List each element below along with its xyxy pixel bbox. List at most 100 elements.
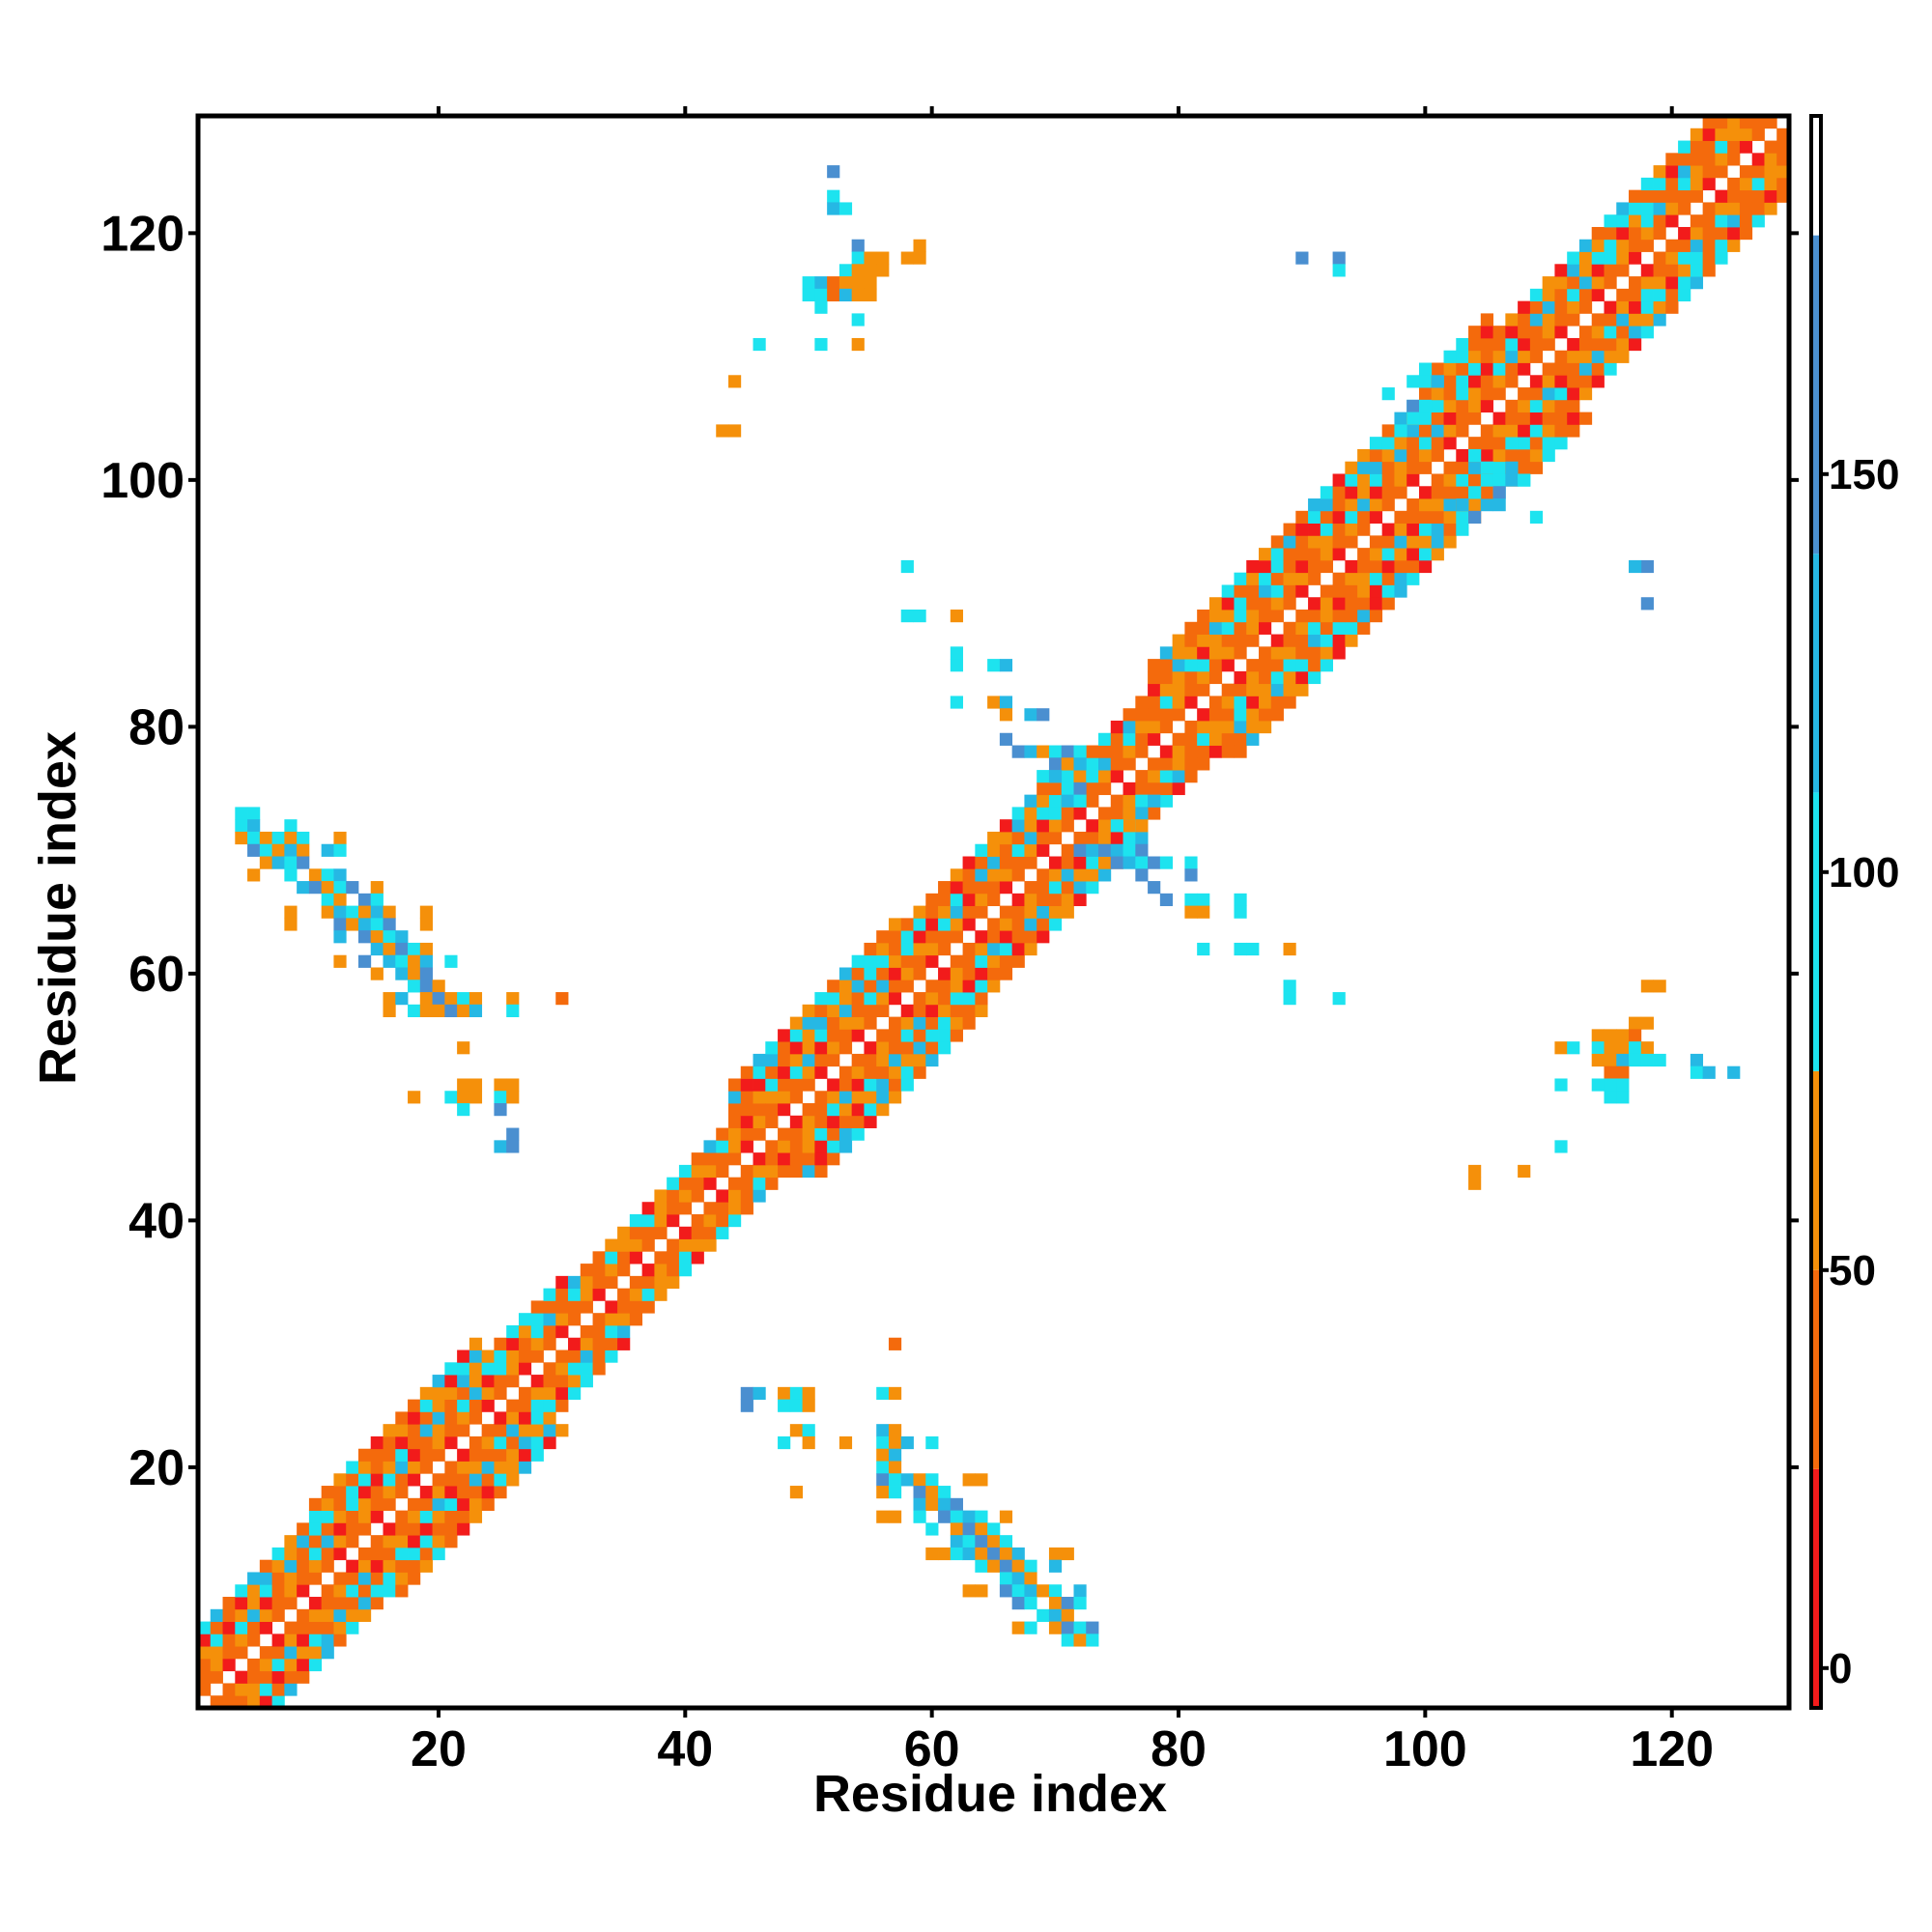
heatmap-cell <box>370 881 384 895</box>
heatmap-cell <box>1283 696 1296 709</box>
heatmap-cell <box>925 1547 939 1561</box>
heatmap-cell <box>1308 572 1321 585</box>
heatmap-cell <box>506 992 520 1006</box>
heatmap-cell <box>1468 473 1482 487</box>
heatmap-cell <box>444 1461 458 1474</box>
heatmap-cell <box>222 1658 236 1672</box>
heatmap-cell <box>987 659 1001 672</box>
heatmap-cell <box>617 1264 631 1277</box>
heatmap-cell <box>1073 881 1087 895</box>
heatmap-cell <box>1024 881 1037 895</box>
heatmap-cell <box>1702 202 1716 215</box>
heatmap-cell <box>321 1510 334 1523</box>
heatmap-cell <box>827 1078 840 1092</box>
heatmap-cell <box>235 1621 248 1634</box>
heatmap-cell <box>259 1608 273 1622</box>
heatmap-cell <box>247 1695 261 1709</box>
heatmap-cell <box>1295 610 1309 623</box>
heatmap-cell <box>864 1041 877 1055</box>
heatmap-cell <box>1640 226 1654 241</box>
heatmap-cell <box>346 905 359 919</box>
heatmap-cell <box>1159 770 1174 783</box>
heatmap-cell <box>432 1399 445 1412</box>
heatmap-cell <box>1492 375 1506 388</box>
heatmap-cell <box>691 1152 704 1166</box>
heatmap-cell <box>1468 350 1482 363</box>
heatmap-cell <box>333 893 347 907</box>
heatmap-cell <box>1554 276 1568 290</box>
heatmap-cell <box>1529 387 1544 401</box>
heatmap-cell <box>1431 523 1444 536</box>
heatmap-cell <box>1604 326 1617 339</box>
heatmap-cell <box>297 856 310 869</box>
heatmap-cell <box>1110 819 1123 833</box>
heatmap-cell <box>728 1115 742 1128</box>
heatmap-cell <box>851 1065 865 1079</box>
heatmap-cell <box>419 1435 433 1450</box>
heatmap-cell <box>716 1140 729 1153</box>
heatmap-cell <box>641 1275 655 1290</box>
heatmap-cell <box>383 1559 396 1573</box>
heatmap-cell <box>1308 597 1321 611</box>
heatmap-cell <box>210 1646 223 1660</box>
heatmap-cell <box>913 239 926 252</box>
colorbar-frame <box>1809 114 1823 1710</box>
heatmap-cell <box>1086 856 1099 869</box>
heatmap-cell <box>864 1065 877 1079</box>
heatmap-cell <box>1061 856 1074 869</box>
heatmap-cell <box>605 1350 618 1363</box>
heatmap-cell <box>987 868 1001 882</box>
heatmap-cell <box>469 1510 483 1523</box>
heatmap-cell <box>876 980 890 993</box>
heatmap-cell <box>1381 559 1395 574</box>
heatmap-cell <box>888 1386 902 1401</box>
heatmap-cell <box>1086 843 1099 857</box>
heatmap-cell <box>1024 905 1037 919</box>
heatmap-cell <box>419 1399 433 1412</box>
heatmap-cell <box>1208 732 1223 746</box>
heatmap-cell <box>716 1202 729 1215</box>
heatmap-cell <box>913 1029 926 1042</box>
heatmap-cell <box>1048 856 1063 869</box>
heatmap-cell <box>1073 856 1087 869</box>
heatmap-cell <box>1270 670 1284 685</box>
heatmap-cell <box>592 1362 606 1376</box>
heatmap-cell <box>1727 1065 1741 1079</box>
heatmap-cell <box>481 1461 495 1474</box>
heatmap-cell <box>419 1522 433 1536</box>
heatmap-cell <box>1011 1584 1025 1598</box>
heatmap-cell <box>950 868 963 882</box>
heatmap-cell <box>297 1634 310 1647</box>
heatmap-cell <box>975 1584 988 1598</box>
heatmap-cell <box>1283 597 1296 611</box>
heatmap-cell <box>1591 1078 1605 1092</box>
heatmap-cell <box>568 1275 582 1290</box>
heatmap-cell <box>1431 535 1444 549</box>
heatmap-cell <box>1653 288 1666 302</box>
heatmap-cell <box>1394 548 1407 561</box>
heatmap-cell <box>1270 572 1284 585</box>
heatmap-cell <box>1727 226 1741 241</box>
heatmap-cell <box>198 1683 212 1696</box>
heatmap-cell <box>444 992 458 1006</box>
heatmap-cell <box>1431 412 1444 425</box>
heatmap-cell <box>518 1448 532 1462</box>
heatmap-cell <box>789 1152 804 1166</box>
heatmap-cell <box>1221 696 1235 709</box>
heatmap-cell <box>457 1411 470 1425</box>
colorbar-tick-label: 150 <box>1829 451 1899 498</box>
heatmap-cell <box>1542 399 1555 413</box>
heatmap-cell <box>494 1140 507 1153</box>
heatmap-cell <box>1616 264 1630 277</box>
heatmap-cell <box>950 1522 963 1536</box>
heatmap-cell <box>271 1634 285 1647</box>
heatmap-cell <box>1061 1547 1074 1561</box>
heatmap-cell <box>716 1189 729 1203</box>
heatmap-cell <box>753 1127 766 1141</box>
heatmap-cell <box>469 992 483 1006</box>
heatmap-cell <box>876 1435 890 1450</box>
heatmap-cell <box>740 1065 753 1079</box>
heatmap-cell <box>1518 461 1531 474</box>
heatmap-cell <box>1221 634 1235 647</box>
heatmap-cell <box>271 1572 285 1585</box>
